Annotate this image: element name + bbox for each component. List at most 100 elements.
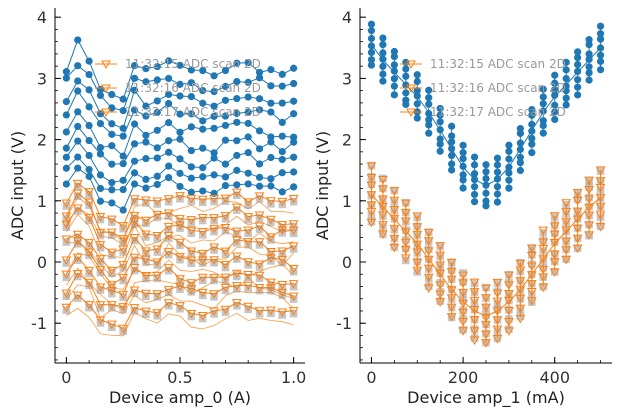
data-point bbox=[175, 238, 185, 248]
legend-swatch-marker bbox=[101, 84, 111, 94]
data-point bbox=[210, 171, 218, 179]
y-tick-label: 1 bbox=[37, 192, 47, 211]
data-point bbox=[400, 217, 411, 226]
data-point bbox=[458, 288, 468, 298]
data-point bbox=[176, 135, 184, 143]
data-point bbox=[551, 115, 559, 124]
data-point bbox=[596, 57, 605, 66]
data-point bbox=[470, 175, 479, 184]
data-point bbox=[231, 282, 242, 291]
data-point bbox=[186, 247, 197, 256]
series-16 bbox=[61, 269, 299, 319]
data-point bbox=[141, 216, 151, 226]
data-point bbox=[210, 102, 218, 110]
data-point bbox=[186, 309, 197, 319]
data-point bbox=[378, 230, 388, 239]
data-point bbox=[243, 198, 254, 207]
data-point bbox=[244, 78, 252, 86]
data-point bbox=[459, 176, 467, 184]
data-point bbox=[390, 186, 399, 195]
data-point bbox=[175, 302, 185, 311]
data-point bbox=[220, 224, 231, 233]
data-point bbox=[221, 136, 230, 144]
data-point bbox=[278, 147, 286, 156]
data-point bbox=[61, 256, 72, 265]
data-point bbox=[413, 71, 421, 79]
data-point bbox=[153, 180, 161, 189]
data-point bbox=[119, 107, 127, 115]
data-point bbox=[288, 195, 299, 204]
data-point bbox=[528, 149, 536, 157]
series-line bbox=[65, 239, 294, 286]
legend-label: 11:32:17 ADC scan 2D bbox=[430, 105, 566, 119]
data-point bbox=[389, 187, 400, 196]
data-point bbox=[538, 283, 549, 293]
data-point bbox=[163, 209, 174, 218]
data-point bbox=[539, 85, 547, 93]
data-point bbox=[119, 132, 127, 140]
data-point bbox=[267, 65, 275, 74]
data-point bbox=[84, 266, 94, 276]
data-point bbox=[493, 154, 502, 162]
data-point bbox=[413, 92, 421, 100]
series-3 bbox=[62, 77, 298, 132]
data-point bbox=[400, 199, 411, 209]
series-7 bbox=[62, 137, 298, 187]
data-point bbox=[423, 255, 434, 265]
data-point bbox=[254, 260, 265, 269]
data-point bbox=[152, 258, 163, 267]
data-point bbox=[526, 262, 537, 271]
data-point bbox=[130, 86, 139, 94]
data-point bbox=[469, 316, 480, 325]
data-point bbox=[209, 256, 219, 265]
data-point bbox=[538, 255, 549, 264]
data-point bbox=[481, 294, 491, 303]
data-point bbox=[61, 289, 72, 299]
data-point bbox=[389, 235, 400, 244]
series-3 bbox=[366, 162, 606, 348]
data-point bbox=[95, 255, 106, 264]
data-point bbox=[482, 189, 490, 197]
series-line-secondary bbox=[66, 196, 294, 242]
data-point bbox=[163, 222, 174, 232]
data-point bbox=[72, 204, 83, 213]
data-point bbox=[492, 278, 503, 288]
data-point bbox=[118, 324, 129, 334]
data-point bbox=[61, 270, 72, 280]
data-point bbox=[176, 80, 184, 88]
data-point bbox=[412, 240, 423, 250]
data-point bbox=[231, 227, 242, 237]
data-point bbox=[267, 138, 275, 146]
data-point bbox=[504, 318, 514, 327]
data-point bbox=[562, 255, 570, 263]
data-point bbox=[436, 140, 444, 148]
series-4 bbox=[62, 87, 298, 140]
series-line bbox=[65, 182, 294, 227]
data-point bbox=[574, 67, 582, 76]
data-point bbox=[539, 100, 547, 108]
data-point bbox=[165, 148, 173, 156]
x-tick-label: 0 bbox=[366, 368, 376, 387]
data-point bbox=[596, 35, 605, 43]
data-point bbox=[505, 141, 513, 149]
data-point bbox=[584, 203, 594, 213]
data-point bbox=[492, 316, 503, 325]
data-point bbox=[72, 179, 83, 189]
data-point bbox=[551, 108, 559, 116]
data-point bbox=[85, 70, 93, 79]
data-point bbox=[482, 283, 490, 292]
data-point bbox=[516, 124, 524, 133]
data-point bbox=[551, 91, 559, 99]
data-point bbox=[584, 195, 594, 204]
data-point bbox=[233, 94, 241, 103]
data-point bbox=[152, 245, 163, 255]
data-point bbox=[186, 285, 197, 294]
data-point bbox=[142, 65, 150, 73]
data-point bbox=[413, 86, 421, 95]
legend-label: 11:32:16 ADC scan 2D bbox=[125, 81, 261, 95]
data-point bbox=[400, 238, 411, 248]
data-point bbox=[118, 273, 129, 283]
data-point bbox=[459, 325, 467, 334]
data-point bbox=[267, 108, 275, 116]
